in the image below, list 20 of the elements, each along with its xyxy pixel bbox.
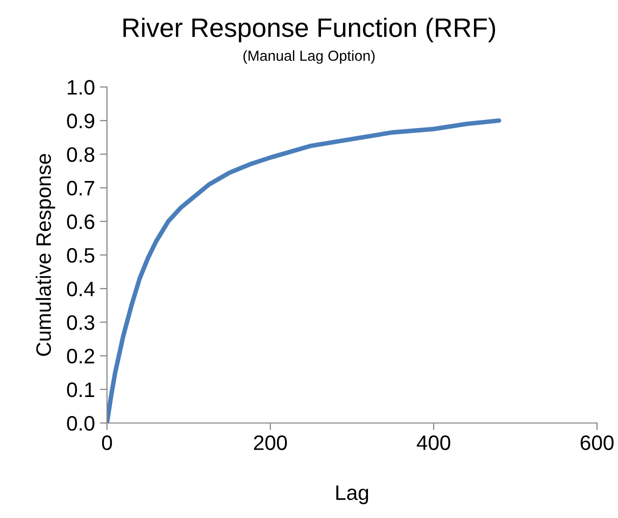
y-tick-label: 0.6 [67,214,94,230]
y-tick-label: 0.0 [67,416,94,431]
x-axis-title: Lag [336,486,368,504]
x-tick-label: 600 [580,435,614,450]
y-tick-label: 0.7 [67,180,94,196]
y-tick-label: 0.3 [67,315,94,330]
y-tick-label: 1.0 [68,80,94,95]
y-tick-label: 0.5 [67,248,94,263]
x-tick-label: 200 [254,435,287,450]
line-series [107,118,502,423]
chart-title: River Response Function (RRF) [123,18,496,42]
y-tick-label: 0.8 [67,147,94,162]
y-tick-label: 0.1 [67,382,94,398]
x-tick-label: 0 [102,435,112,450]
x-tick-label: 400 [416,435,450,450]
y-tick-label: 0.9 [67,114,94,128]
y-tick-label: 0.4 [67,282,95,296]
y-tick-label: 0.2 [67,348,94,364]
y-axis-title: Cumulative Response [36,154,56,356]
chart-subtitle: (Manual Lag Option) [243,50,375,64]
